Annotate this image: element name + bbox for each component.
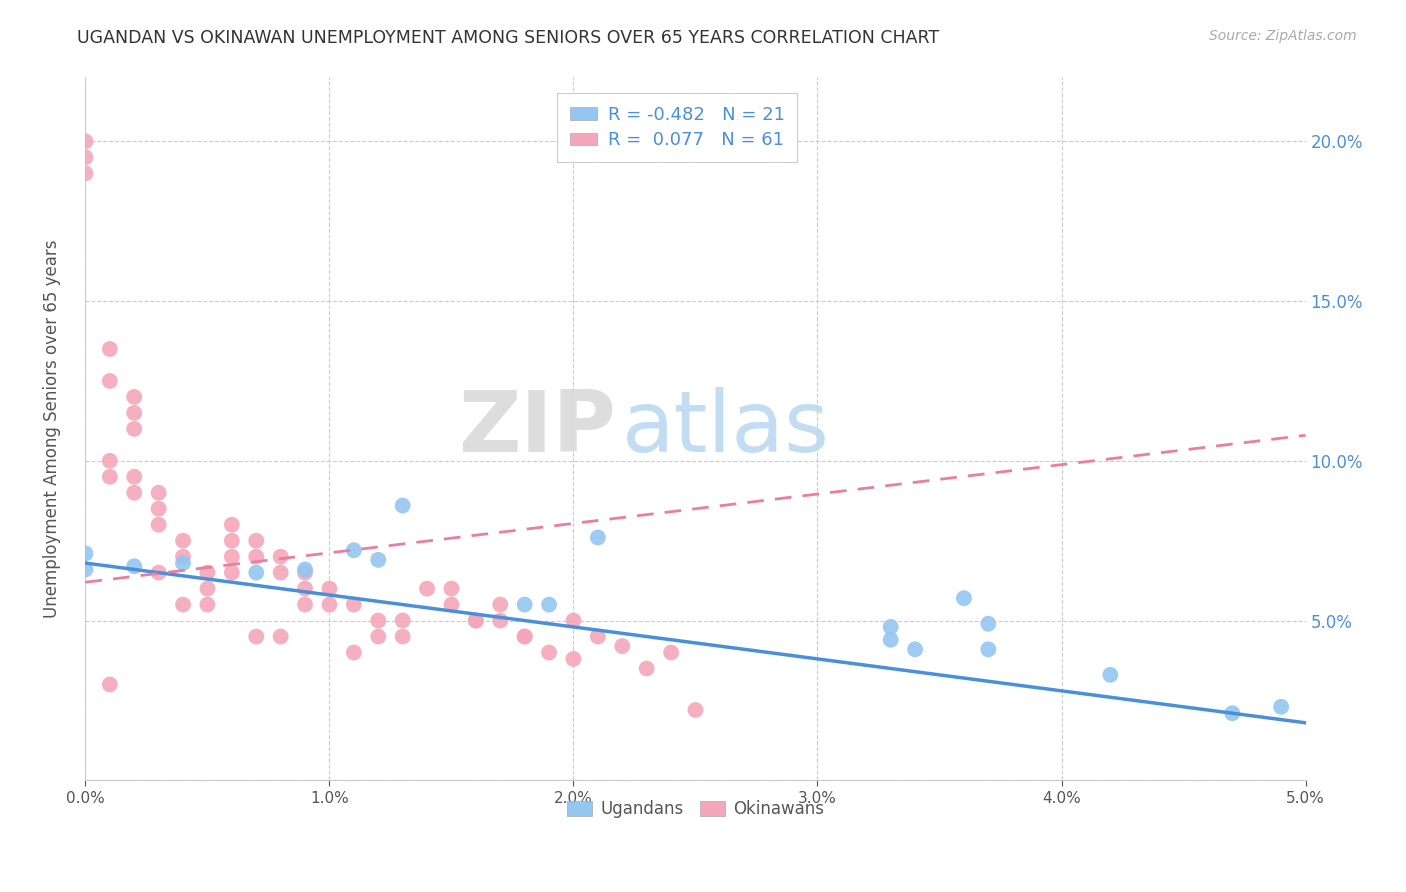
- Point: [122, 559, 145, 574]
- Point: [586, 531, 609, 545]
- Point: [318, 598, 340, 612]
- Point: [75, 150, 97, 164]
- Point: [513, 598, 536, 612]
- Point: [122, 485, 145, 500]
- Point: [612, 639, 634, 653]
- Point: [75, 166, 97, 180]
- Point: [197, 598, 219, 612]
- Point: [464, 614, 486, 628]
- Point: [343, 598, 366, 612]
- Point: [1270, 699, 1292, 714]
- Point: [148, 517, 170, 532]
- Point: [685, 703, 707, 717]
- Point: [122, 406, 145, 420]
- Point: [245, 549, 267, 564]
- Point: [562, 652, 585, 666]
- Point: [343, 646, 366, 660]
- Y-axis label: Unemployment Among Seniors over 65 years: Unemployment Among Seniors over 65 years: [44, 240, 60, 618]
- Point: [98, 454, 121, 468]
- Point: [75, 562, 97, 576]
- Point: [172, 556, 194, 570]
- Point: [270, 566, 292, 580]
- Point: [318, 582, 340, 596]
- Point: [464, 614, 486, 628]
- Point: [197, 566, 219, 580]
- Point: [197, 582, 219, 596]
- Text: atlas: atlas: [623, 387, 831, 470]
- Point: [98, 677, 121, 691]
- Text: Source: ZipAtlas.com: Source: ZipAtlas.com: [1209, 29, 1357, 43]
- Point: [294, 598, 316, 612]
- Point: [367, 614, 389, 628]
- Point: [98, 342, 121, 356]
- Point: [562, 614, 585, 628]
- Point: [391, 630, 413, 644]
- Point: [1099, 668, 1122, 682]
- Point: [538, 598, 561, 612]
- Point: [148, 501, 170, 516]
- Point: [953, 591, 976, 606]
- Point: [221, 517, 243, 532]
- Legend: Ugandans, Okinawans: Ugandans, Okinawans: [560, 793, 831, 825]
- Point: [148, 485, 170, 500]
- Point: [440, 582, 463, 596]
- Point: [391, 499, 413, 513]
- Point: [538, 646, 561, 660]
- Point: [245, 566, 267, 580]
- Point: [221, 533, 243, 548]
- Point: [245, 630, 267, 644]
- Point: [122, 390, 145, 404]
- Point: [343, 543, 366, 558]
- Point: [294, 562, 316, 576]
- Point: [172, 598, 194, 612]
- Point: [367, 553, 389, 567]
- Point: [513, 630, 536, 644]
- Point: [879, 620, 901, 634]
- Point: [270, 630, 292, 644]
- Point: [75, 134, 97, 148]
- Point: [440, 598, 463, 612]
- Point: [489, 598, 512, 612]
- Point: [98, 374, 121, 388]
- Point: [172, 533, 194, 548]
- Text: ZIP: ZIP: [458, 387, 616, 470]
- Point: [489, 614, 512, 628]
- Point: [391, 614, 413, 628]
- Point: [294, 582, 316, 596]
- Point: [294, 566, 316, 580]
- Point: [879, 632, 901, 647]
- Point: [172, 549, 194, 564]
- Point: [221, 566, 243, 580]
- Point: [245, 533, 267, 548]
- Point: [977, 642, 1000, 657]
- Point: [586, 630, 609, 644]
- Point: [659, 646, 682, 660]
- Point: [636, 661, 658, 675]
- Point: [270, 549, 292, 564]
- Point: [221, 549, 243, 564]
- Point: [75, 546, 97, 560]
- Point: [1220, 706, 1243, 721]
- Point: [416, 582, 439, 596]
- Point: [148, 566, 170, 580]
- Point: [977, 616, 1000, 631]
- Text: UGANDAN VS OKINAWAN UNEMPLOYMENT AMONG SENIORS OVER 65 YEARS CORRELATION CHART: UGANDAN VS OKINAWAN UNEMPLOYMENT AMONG S…: [77, 29, 939, 46]
- Point: [367, 630, 389, 644]
- Point: [122, 422, 145, 436]
- Point: [904, 642, 927, 657]
- Point: [513, 630, 536, 644]
- Point: [98, 470, 121, 484]
- Point: [122, 470, 145, 484]
